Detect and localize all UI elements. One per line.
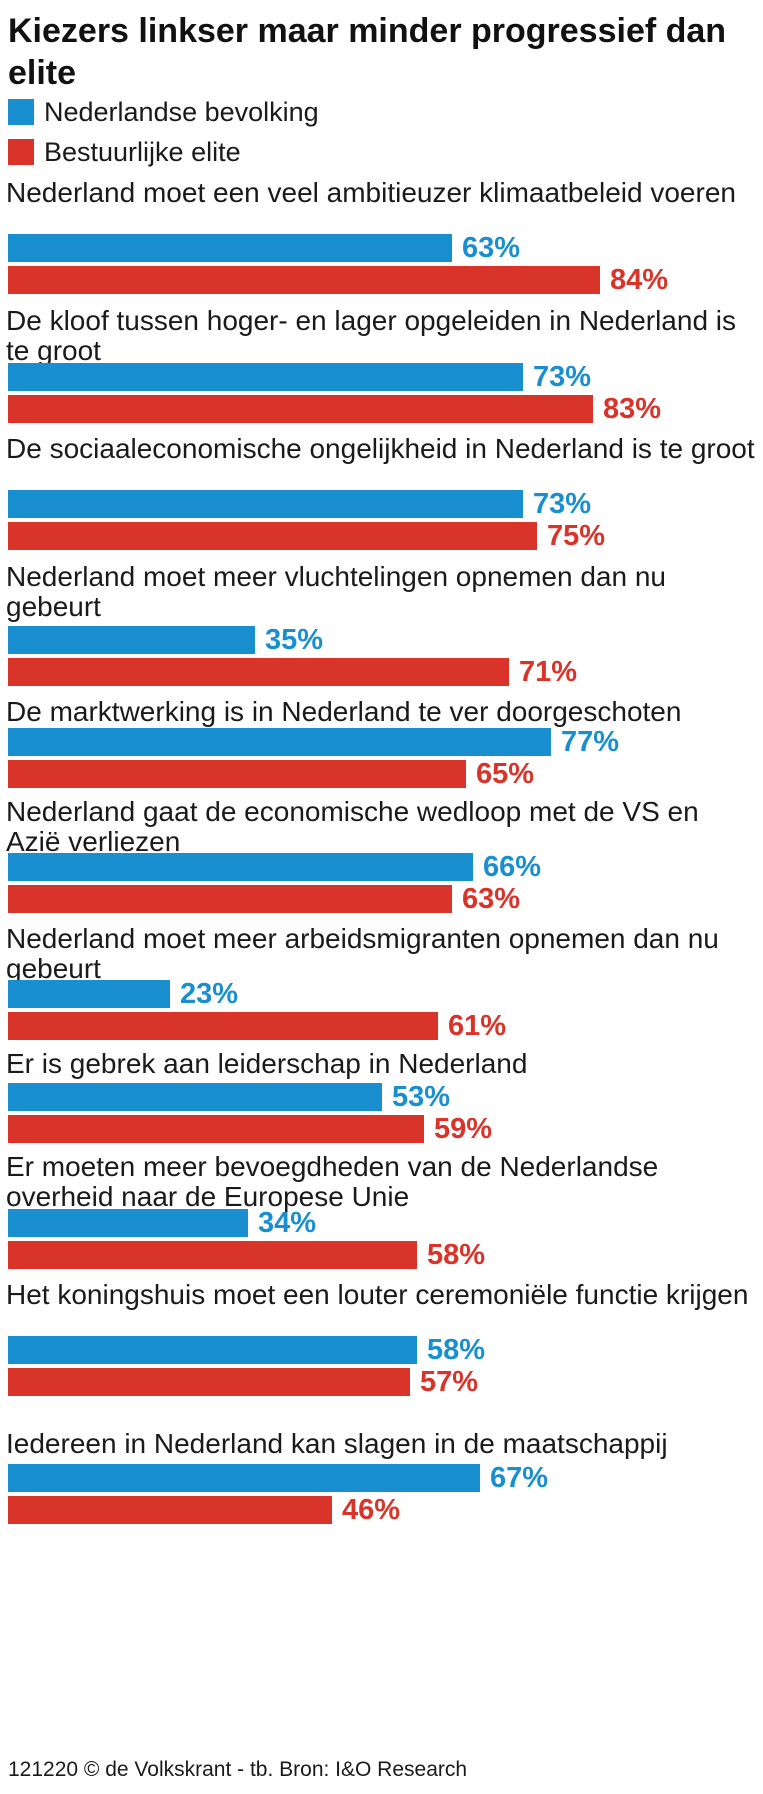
legend-swatch-population <box>8 99 34 125</box>
bar-elite <box>8 885 452 913</box>
statement-label: Iedereen in Nederland kan slagen in de m… <box>6 1428 668 1459</box>
bar-elite <box>8 522 537 550</box>
value-label-population: 67% <box>490 1462 549 1494</box>
legend-label-elite: Bestuurlijke elite <box>44 136 241 167</box>
bar-elite <box>8 658 509 686</box>
bar-population <box>8 1464 480 1492</box>
value-label-population: 73% <box>533 488 592 520</box>
value-label-population: 66% <box>483 851 542 883</box>
bar-population <box>8 1209 248 1237</box>
bar-elite <box>8 395 593 423</box>
bar-population <box>8 626 255 654</box>
value-label-elite: 58% <box>427 1239 486 1271</box>
value-label-elite: 84% <box>610 264 669 296</box>
statement-label: Nederland moet meer vluchtelingen opneme… <box>6 561 666 622</box>
legend-item-elite: Bestuurlijke elite <box>8 137 241 167</box>
statement-label: De sociaaleconomische ongelijkheid in Ne… <box>6 433 755 464</box>
statement-label: Nederland moet meer arbeidsmigranten opn… <box>6 923 719 984</box>
statement-label: De kloof tussen hoger- en lager opgeleid… <box>6 305 737 366</box>
value-label-elite: 46% <box>342 1494 401 1526</box>
value-label-elite: 83% <box>603 393 662 425</box>
value-label-elite: 65% <box>476 758 535 790</box>
statement-label: Nederland moet een veel ambitieuzer klim… <box>6 177 736 208</box>
legend-item-population: Nederlandse bevolking <box>8 97 319 127</box>
bar-population <box>8 490 523 518</box>
chart-title: Kiezers linkser maar minder progressief … <box>8 12 727 92</box>
bar-elite <box>8 1241 417 1269</box>
bar-elite <box>8 1368 410 1396</box>
bar-population <box>8 1336 417 1364</box>
value-label-elite: 59% <box>434 1113 493 1145</box>
value-label-population: 34% <box>258 1207 317 1239</box>
statement-label: Het koningshuis moet een louter ceremoni… <box>6 1279 749 1310</box>
bar-elite <box>8 1012 438 1040</box>
statement-label: Er is gebrek aan leiderschap in Nederlan… <box>6 1048 528 1079</box>
value-label-elite: 61% <box>448 1010 507 1042</box>
bar-elite <box>8 760 466 788</box>
bar-population <box>8 980 170 1008</box>
value-label-population: 53% <box>392 1081 451 1113</box>
bar-elite <box>8 266 600 294</box>
value-label-population: 77% <box>561 726 620 758</box>
statement-label: De marktwerking is in Nederland te ver d… <box>6 696 682 727</box>
legend-swatch-elite <box>8 139 34 165</box>
bar-population <box>8 234 452 262</box>
value-label-elite: 75% <box>547 520 606 552</box>
value-label-population: 73% <box>533 361 592 393</box>
value-label-elite: 71% <box>519 656 578 688</box>
bar-population <box>8 853 473 881</box>
value-label-elite: 63% <box>462 883 521 915</box>
value-label-population: 23% <box>180 978 239 1010</box>
statement-label: Nederland gaat de economische wedloop me… <box>6 796 699 857</box>
legend-label-population: Nederlandse bevolking <box>44 96 319 127</box>
bar-elite <box>8 1115 424 1143</box>
bar-population <box>8 728 551 756</box>
value-label-population: 63% <box>462 232 521 264</box>
value-label-population: 35% <box>265 624 324 656</box>
value-label-population: 58% <box>427 1334 486 1366</box>
value-label-elite: 57% <box>420 1366 479 1398</box>
statement-label: Er moeten meer bevoegdheden van de Neder… <box>6 1151 659 1212</box>
source-credit: 121220 © de Volkskrant - tb. Bron: I&O R… <box>8 1758 468 1781</box>
bar-population <box>8 1083 382 1111</box>
bar-population <box>8 363 523 391</box>
bar-elite <box>8 1496 332 1524</box>
